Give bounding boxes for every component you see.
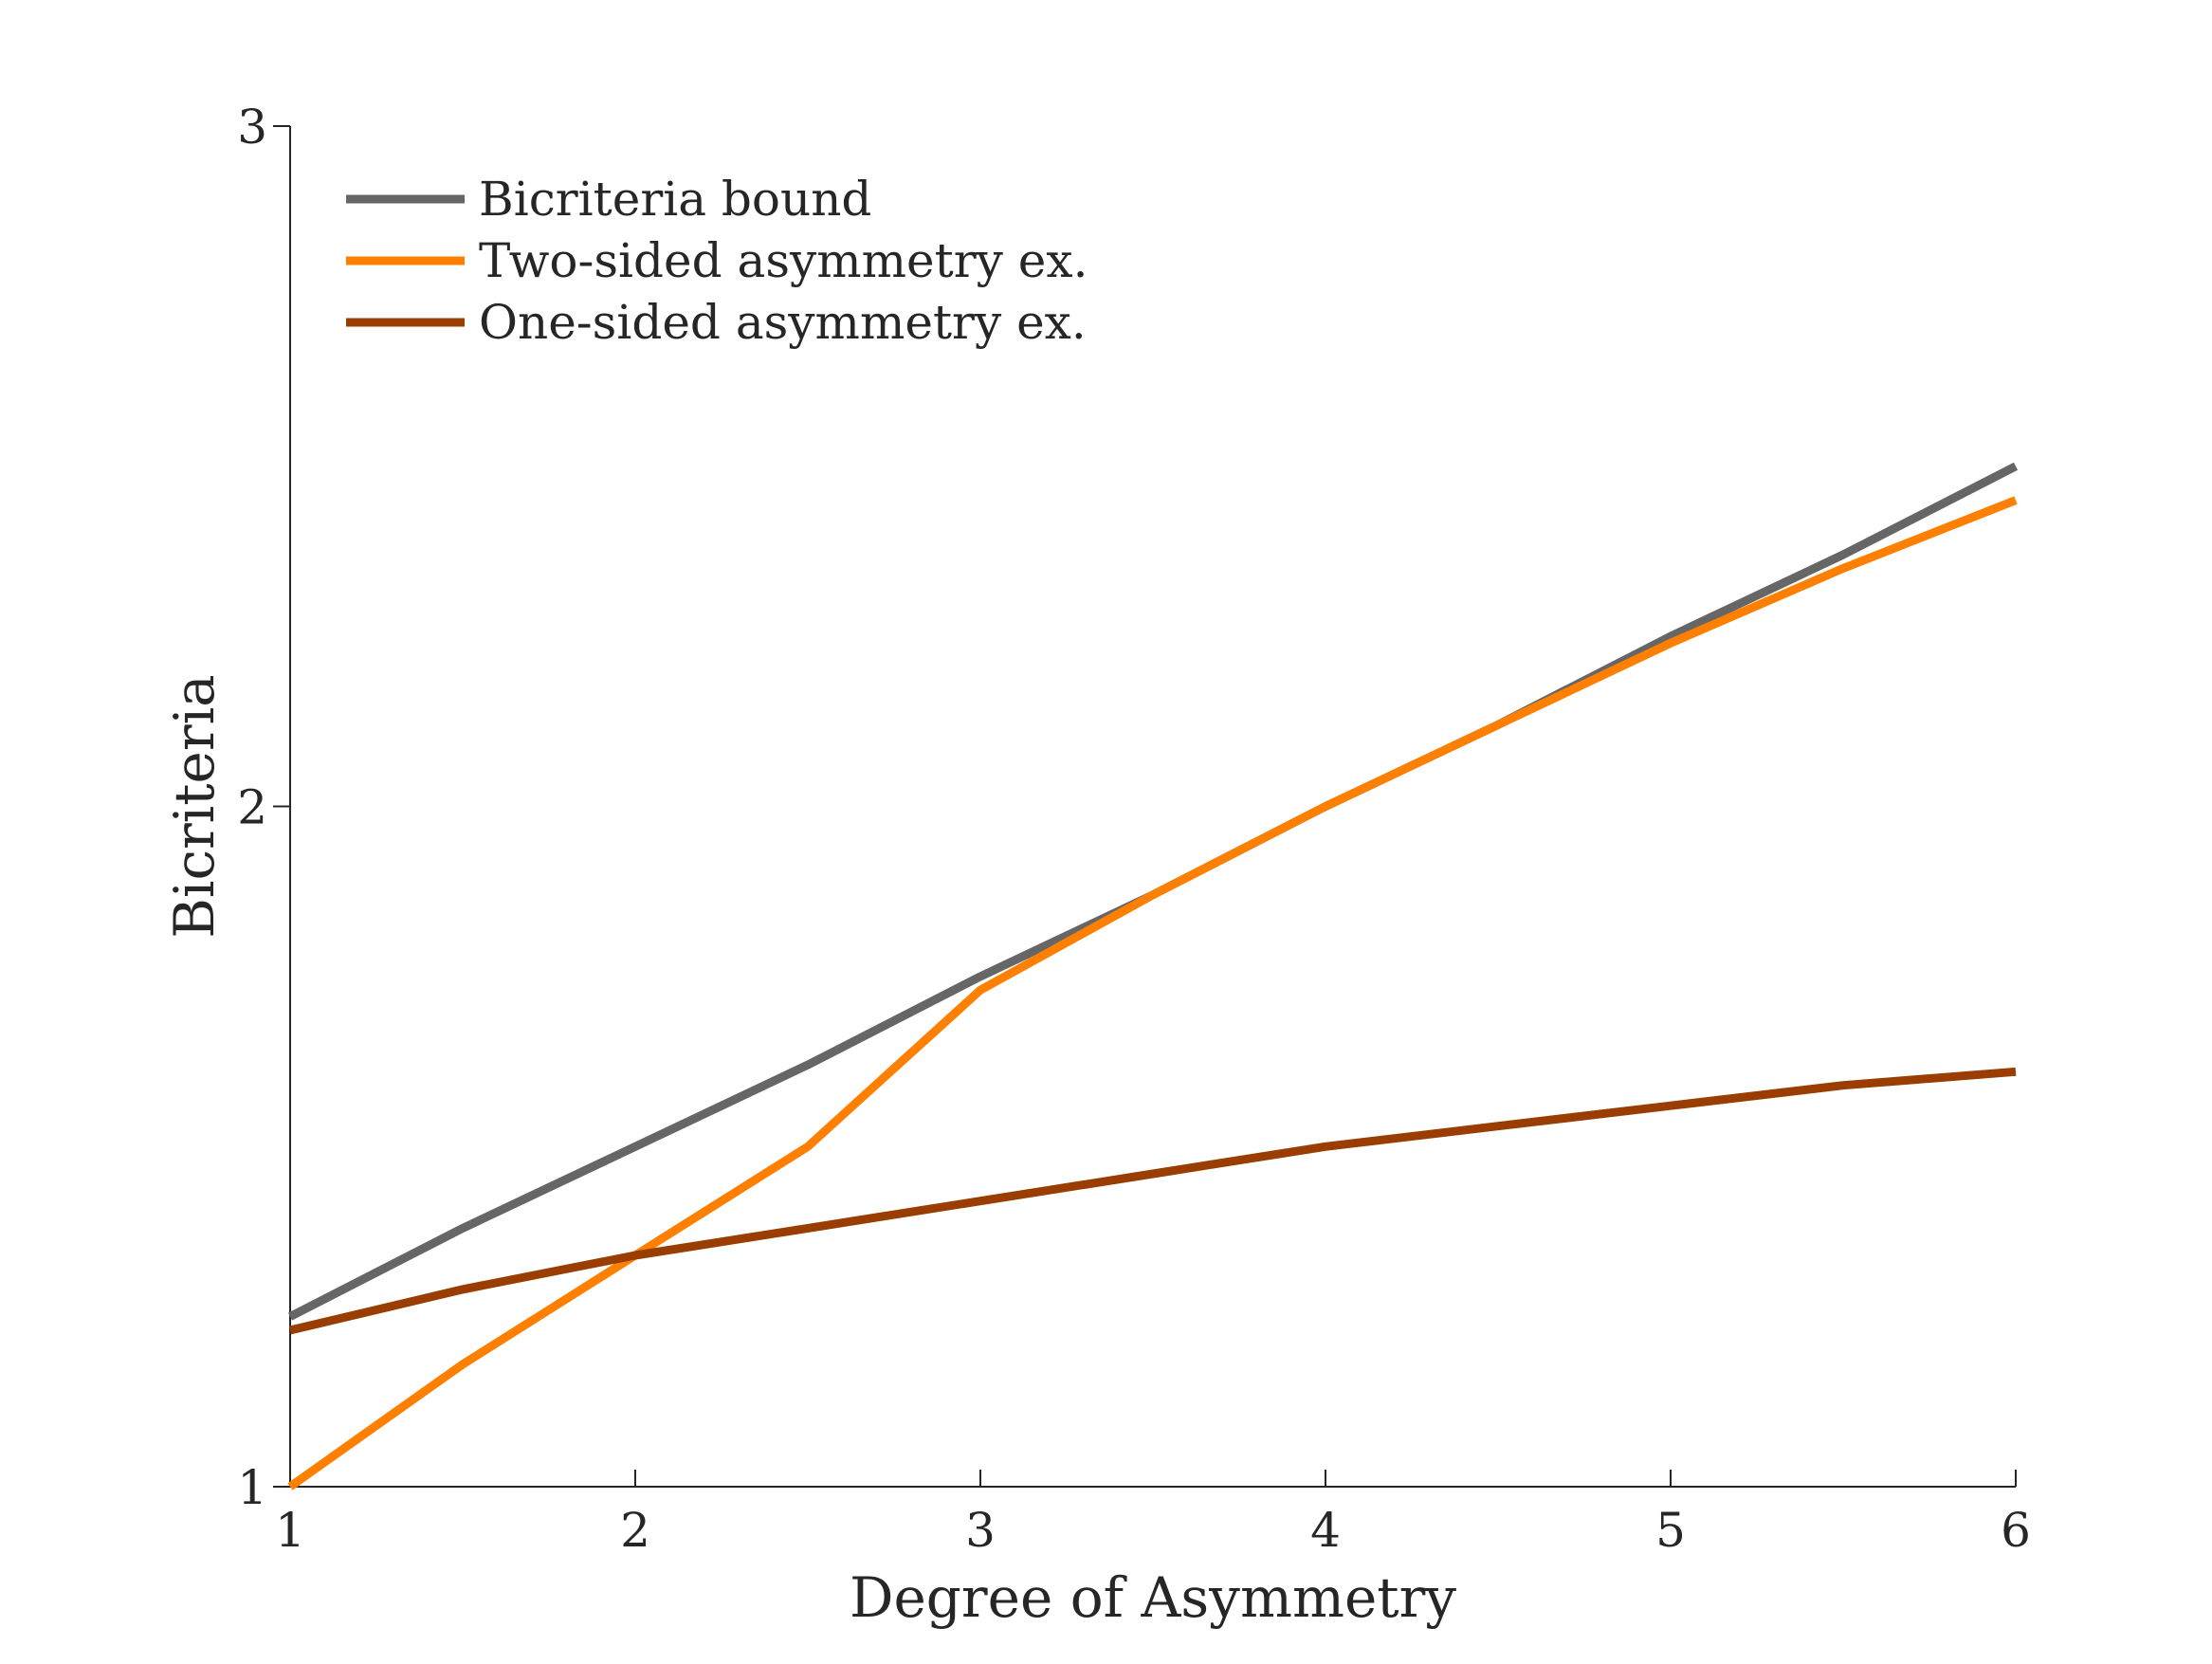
legend: Bicriteria bound Two-sided asymmetry ex. O… (346, 172, 1088, 350)
y-tick-label: 3 (237, 100, 267, 155)
y-axis-title: Bicriteria (162, 674, 227, 938)
legend-label: Bicriteria bound (479, 172, 871, 227)
y-tick-label: 1 (237, 1460, 267, 1515)
x-tick-label: 1 (275, 1503, 305, 1558)
x-tick-label: 2 (620, 1503, 650, 1558)
legend-label: One-sided asymmetry ex. (479, 295, 1087, 350)
series-line-two-sided-asymmetry-ex (287, 496, 2018, 1490)
x-tick-label: 6 (2001, 1503, 2031, 1558)
legend-label: Two-sided asymmetry ex. (479, 233, 1088, 288)
x-axis-title: Degree of Asymmetry (850, 1565, 1456, 1630)
axes: 1 2 3 4 5 6 1 2 3 (237, 100, 2031, 1558)
x-tick-label: 5 (1655, 1503, 1686, 1558)
series-line-one-sided-asymmetry-ex (288, 1067, 2017, 1335)
x-tick-label: 3 (965, 1503, 996, 1558)
y-tick-label: 2 (237, 780, 267, 835)
x-tick-label: 4 (1310, 1503, 1341, 1558)
series-lines (287, 462, 2019, 1490)
